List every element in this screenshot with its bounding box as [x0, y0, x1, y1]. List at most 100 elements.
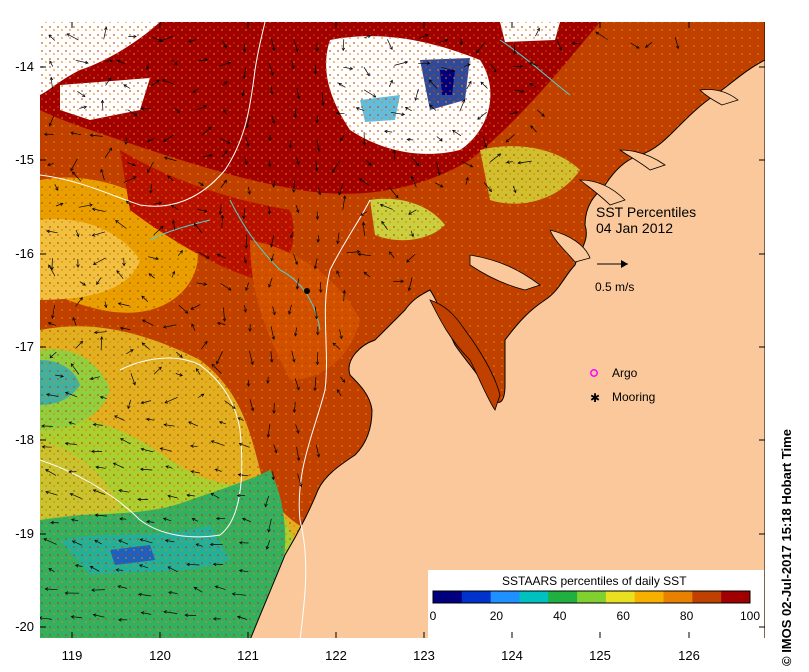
current-arrow-head: [71, 540, 76, 544]
current-arrow-head: [49, 76, 54, 81]
current-arrow: [389, 251, 395, 259]
colorbar-swatch: [605, 591, 636, 603]
current-arrow: [387, 39, 393, 50]
current-arrow: [92, 231, 105, 236]
current-arrow-head: [145, 66, 150, 70]
current-arrow: [315, 444, 320, 457]
current-arrow-head: [46, 229, 50, 234]
current-arrow: [48, 34, 56, 41]
current-arrow-head: [132, 176, 137, 180]
current-arrow-head: [83, 105, 88, 109]
current-arrow-head: [541, 113, 545, 117]
current-arrow-head: [366, 72, 370, 77]
current-arrow: [70, 132, 81, 135]
current-arrow: [244, 157, 248, 165]
current-arrow: [196, 543, 203, 547]
current-arrow-head: [203, 282, 208, 286]
current-arrow: [69, 421, 76, 425]
current-arrow: [249, 399, 254, 411]
current-arrow: [210, 493, 220, 499]
current-arrow-head: [381, 220, 385, 225]
current-arrow-head: [315, 361, 320, 366]
current-arrow: [125, 137, 127, 145]
current-arrow-head: [292, 358, 296, 363]
current-arrow-head: [359, 178, 363, 182]
current-arrow: [96, 277, 102, 285]
current-arrow-head: [190, 306, 194, 310]
current-arrow: [165, 539, 175, 543]
current-arrow-head: [294, 261, 299, 266]
current-arrow-head: [116, 59, 121, 64]
current-arrow-head: [356, 250, 361, 254]
current-arrow: [270, 351, 273, 363]
current-arrow: [196, 368, 201, 375]
current-arrow: [513, 89, 524, 93]
current-arrow: [297, 473, 302, 487]
current-arrow: [186, 563, 200, 566]
current-arrow-head: [167, 175, 171, 179]
map-title: SST Percentiles: [596, 204, 696, 220]
current-arrow: [294, 327, 297, 336]
current-arrow-head: [141, 295, 145, 300]
current-arrow-head: [296, 430, 300, 434]
current-arrow-head: [162, 517, 167, 521]
current-arrow-head: [270, 72, 274, 77]
current-arrow-head: [186, 493, 190, 497]
current-arrow: [482, 136, 487, 148]
current-arrow-head: [236, 615, 241, 619]
current-arrow-head: [459, 42, 464, 46]
current-arrow-head: [406, 137, 411, 142]
current-arrow: [49, 351, 57, 359]
current-arrow: [270, 326, 275, 340]
current-arrow: [159, 36, 173, 42]
current-arrow-head: [444, 38, 449, 43]
current-arrow: [48, 264, 56, 277]
current-arrow: [50, 77, 53, 90]
current-arrow-head: [513, 189, 517, 194]
current-arrow-head: [250, 361, 254, 366]
current-arrow: [476, 41, 486, 54]
current-arrow: [339, 329, 343, 339]
current-arrow-head: [163, 423, 168, 427]
current-arrow: [194, 223, 203, 234]
current-arrow: [249, 350, 254, 365]
current-arrow: [162, 79, 174, 85]
lon-tick-label: 122: [325, 648, 347, 663]
current-arrow-head: [48, 264, 52, 268]
current-arrow-head: [203, 105, 207, 109]
current-arrow: [165, 465, 173, 469]
current-arrow: [55, 374, 64, 377]
current-arrow-head: [70, 131, 74, 135]
current-arrow: [163, 324, 177, 328]
current-arrow: [243, 208, 246, 219]
current-arrow-head: [242, 48, 247, 53]
current-arrow-head: [231, 592, 236, 596]
current-arrow-head: [246, 383, 251, 387]
current-arrow: [388, 80, 393, 87]
current-arrow-head: [192, 89, 197, 93]
current-arrow: [291, 60, 294, 69]
current-arrow-head: [226, 140, 231, 144]
current-arrow-head: [92, 422, 97, 427]
colorbar-swatch: [519, 591, 549, 603]
current-arrow-head: [315, 119, 319, 124]
current-arrow-head: [517, 161, 522, 165]
current-arrow-head: [241, 92, 245, 97]
current-arrow-head: [336, 240, 340, 245]
current-arrow: [221, 215, 223, 229]
current-arrow: [211, 364, 222, 375]
current-arrow-head: [227, 61, 232, 65]
current-arrow-head: [410, 233, 414, 238]
current-arrow: [47, 163, 54, 166]
lon-tick-label: 120: [149, 648, 171, 663]
current-arrow-head: [400, 279, 405, 284]
current-arrow: [140, 538, 153, 544]
current-arrow: [338, 183, 344, 195]
colorbar-tick-label: 100: [740, 609, 760, 623]
current-arrow: [267, 424, 271, 438]
current-arrow-head: [184, 613, 188, 617]
current-arrow-head: [115, 220, 119, 224]
current-arrow-head: [392, 149, 396, 154]
current-arrow: [197, 208, 207, 213]
current-arrow: [127, 162, 136, 167]
